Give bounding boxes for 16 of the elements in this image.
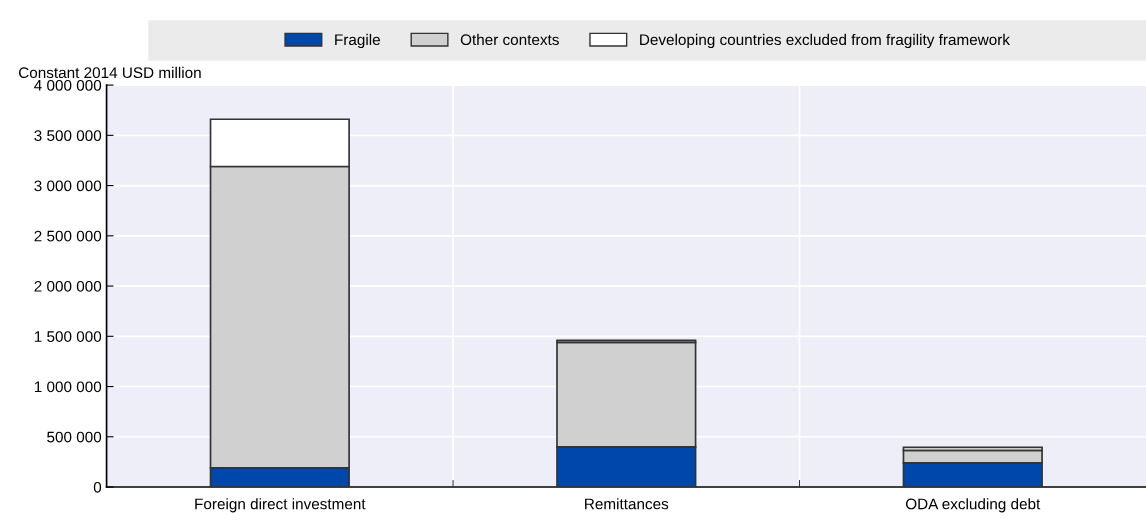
legend-label: Other contexts xyxy=(460,33,559,46)
y-tick-label: 3 000 000 xyxy=(34,180,102,192)
legend-label: Developing countries excluded from fragility framework xyxy=(640,33,1010,49)
y-axis-title: Constant 2014 USD million xyxy=(19,66,201,79)
y-tick-label: 0 xyxy=(93,481,102,493)
x-tick-label: ODA excluding debt xyxy=(905,498,1041,513)
y-tick-label: 500 000 xyxy=(47,431,102,443)
y-tick-label: 3 500 000 xyxy=(34,130,102,142)
y-tick-label: 1 500 000 xyxy=(34,331,102,342)
y-tick-label: 2 500 000 xyxy=(34,230,102,242)
legend-label: Fragile xyxy=(335,33,380,49)
x-tick-label: Remittances xyxy=(585,498,669,510)
y-tick-label: 4 000 000 xyxy=(34,79,102,91)
x-tick-label: Foreign direct investment xyxy=(195,498,366,513)
y-tick-label: 1 000 000 xyxy=(34,381,102,393)
y-tick-label: 2 000 000 xyxy=(34,280,102,292)
